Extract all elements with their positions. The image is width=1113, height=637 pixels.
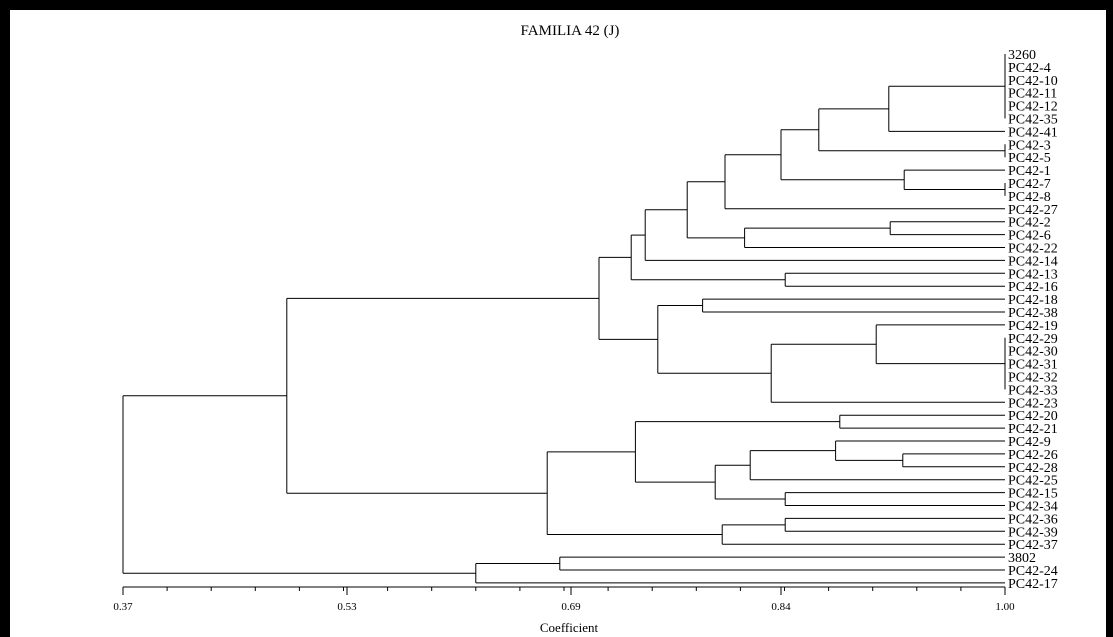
leaf-label: PC42-6 [1008, 229, 1051, 244]
x-tick-label: 0.37 [113, 601, 133, 613]
leaf-label: PC42-31 [1008, 358, 1058, 373]
x-tick-label: 1.00 [995, 601, 1015, 613]
leaf-label: PC42-38 [1008, 306, 1058, 321]
x-axis: 0.37 0.53 0.69 0.84 1.00 [113, 586, 1015, 613]
dendrogram: FAMILIA 42 (J) 3260PC42-4PC42-10PC42-11P… [113, 23, 1058, 635]
leaf-label: PC42-21 [1008, 422, 1058, 437]
leaf-label: PC42-7 [1008, 177, 1051, 192]
leaf-label: PC42-4 [1008, 61, 1051, 76]
dendrogram-panel: FAMILIA 42 (J) 3260 PC42-4 PC42-10 PC42-11 P… [10, 10, 1106, 637]
leaf-label: PC42-30 [1008, 345, 1058, 360]
leaf-label: PC42-3 [1008, 138, 1051, 153]
leaf-label: PC42-28 [1008, 461, 1058, 476]
x-tick-label: 0.53 [337, 601, 357, 613]
chart-title: FAMILIA 42 (J) [521, 23, 620, 39]
leaf-label: PC42-22 [1008, 242, 1058, 257]
leaf-label: PC42-35 [1008, 113, 1058, 128]
leaf-label: PC42-9 [1008, 435, 1051, 450]
leaf-label: PC42-32 [1008, 371, 1058, 386]
tree-links [122, 54, 1006, 584]
leaf-label: PC42-24 [1008, 564, 1058, 579]
leaf-label: PC42-1 [1008, 164, 1051, 179]
leaf-label: PC42-10 [1008, 74, 1058, 89]
leaf-label: PC42-2 [1008, 216, 1051, 231]
leaf-label: PC42-14 [1008, 254, 1058, 269]
leaf-label: PC42-33 [1008, 383, 1058, 398]
leaf-label: PC42-25 [1008, 474, 1058, 489]
leaf-label: PC42-15 [1008, 487, 1058, 502]
x-tick-label: 0.84 [771, 601, 791, 613]
leaf-label: PC42-39 [1008, 525, 1058, 540]
leaf-label: PC42-16 [1008, 280, 1058, 295]
leaf-label: PC42-18 [1008, 293, 1058, 308]
leaf-labels: 3260PC42-4PC42-10PC42-11PC42-12PC42-35PC… [1008, 48, 1058, 592]
x-tick-label: 0.69 [561, 601, 581, 613]
leaf-label: PC42-27 [1008, 203, 1058, 218]
leaf-label: PC42-23 [1008, 396, 1058, 411]
leaf-label: PC42-34 [1008, 500, 1058, 515]
leaf-label: PC42-36 [1008, 512, 1058, 527]
leaf-label: PC42-11 [1008, 87, 1057, 102]
leaf-label: PC42-20 [1008, 409, 1058, 424]
leaf-label: PC42-41 [1008, 125, 1058, 140]
leaf-label: PC42-13 [1008, 267, 1058, 282]
leaf-label: PC42-37 [1008, 538, 1058, 553]
leaf-label: PC42-29 [1008, 332, 1058, 347]
leaf-label: PC42-19 [1008, 319, 1058, 334]
leaf-label: 3802 [1008, 551, 1036, 566]
leaf-label: PC42-8 [1008, 190, 1051, 205]
x-axis-title: Coefficient [540, 620, 599, 635]
leaf-label: PC42-5 [1008, 151, 1051, 166]
leaf-label: PC42-12 [1008, 100, 1058, 115]
leaf-label: PC42-26 [1008, 448, 1058, 463]
leaf-label: 3260 [1008, 48, 1036, 63]
leaf-label: PC42-17 [1008, 577, 1058, 592]
